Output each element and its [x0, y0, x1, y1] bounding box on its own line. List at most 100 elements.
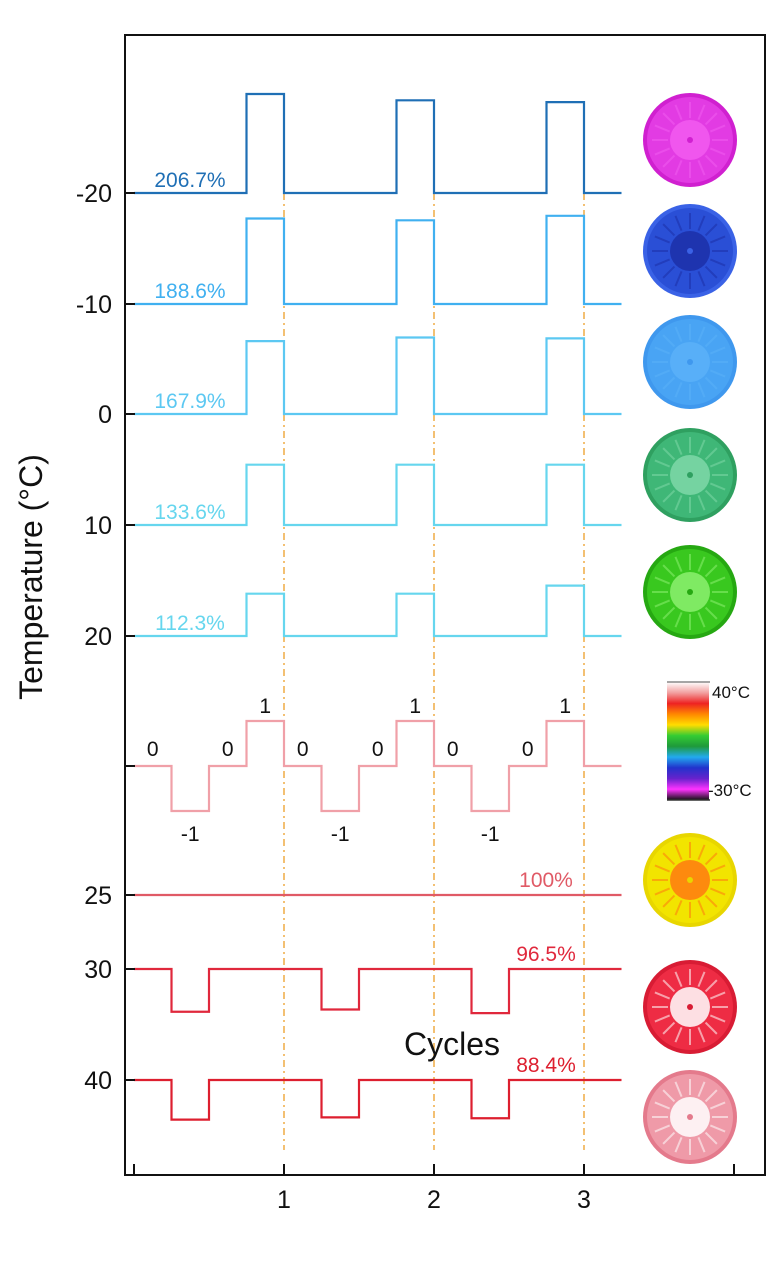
disc-channel	[697, 439, 706, 456]
state-label: 1	[409, 695, 421, 718]
disc-channel	[662, 376, 676, 390]
x-tick-label: 3	[577, 1186, 591, 1214]
disc-channel	[709, 599, 726, 608]
disc-core	[687, 589, 693, 595]
sample-disc-image	[643, 93, 737, 187]
temperature-colorbar: 40°C -30°C	[667, 681, 752, 801]
disc-channel	[662, 265, 676, 279]
disc-channel	[654, 887, 671, 896]
disc-channel	[704, 606, 718, 620]
y-tick-label: -20	[76, 180, 112, 208]
disc-channel	[709, 864, 726, 873]
disc-channel	[674, 270, 683, 287]
disc-core	[687, 1004, 693, 1010]
disc-core	[687, 877, 693, 883]
disc-channel	[704, 154, 718, 168]
disc-channel	[704, 852, 718, 866]
disc-channel	[709, 124, 726, 133]
disc-channel	[709, 887, 726, 896]
disc-channel	[662, 489, 676, 503]
disc-channel	[697, 556, 706, 573]
disc-channel	[704, 979, 718, 993]
disc-channel	[662, 447, 676, 461]
series-annotation: 112.3%	[155, 612, 225, 635]
sample-disc-image	[643, 960, 737, 1054]
state-label: 0	[522, 738, 534, 761]
disc-channel	[697, 971, 706, 988]
disc-channel	[697, 1136, 706, 1153]
state-label: 0	[222, 738, 234, 761]
disc-channel	[654, 864, 671, 873]
disc-channel	[674, 494, 683, 511]
disc-channel	[709, 576, 726, 585]
disc-channel	[674, 1136, 683, 1153]
x-axis-label: Cycles	[404, 1026, 500, 1062]
disc-channel	[709, 1124, 726, 1133]
disc-channel	[709, 369, 726, 378]
disc-channel	[654, 482, 671, 491]
disc-core	[687, 1114, 693, 1120]
sample-disc-image	[643, 428, 737, 522]
disc-channel	[654, 147, 671, 156]
disc-channel	[662, 564, 676, 578]
disc-channel	[662, 154, 676, 168]
disc-channel	[697, 381, 706, 398]
plot-frame	[124, 34, 766, 1176]
disc-channel	[704, 489, 718, 503]
y-tick-label: 20	[84, 623, 112, 651]
state-label: 0	[297, 738, 309, 761]
disc-channel	[674, 971, 683, 988]
series-annotation: 133.6%	[154, 501, 225, 524]
disc-channel	[709, 459, 726, 468]
state-label: 1	[559, 695, 571, 718]
disc-channel	[662, 1131, 676, 1145]
disc-channel	[674, 104, 683, 121]
disc-channel	[697, 159, 706, 176]
disc-channel	[704, 334, 718, 348]
y-axis: -20 -10 0 10 20 25 30 40	[76, 180, 135, 1095]
disc-channel	[704, 1021, 718, 1035]
disc-channel	[704, 376, 718, 390]
disc-channel	[697, 494, 706, 511]
disc-core	[687, 359, 693, 365]
disc-channel	[709, 482, 726, 491]
disc-channel	[662, 1089, 676, 1103]
y-tick-label: -10	[76, 291, 112, 319]
disc-channel	[654, 124, 671, 133]
disc-channel	[697, 844, 706, 861]
disc-channel	[697, 611, 706, 628]
disc-channel	[697, 899, 706, 916]
y-tick-label: 25	[84, 882, 112, 910]
disc-channel	[662, 894, 676, 908]
disc-channel	[654, 459, 671, 468]
state-label: 0	[147, 738, 159, 761]
disc-channel	[697, 270, 706, 287]
series-line	[134, 92, 622, 195]
x-tick-label: 1	[277, 1186, 291, 1214]
series-line	[134, 214, 622, 306]
disc-channel	[662, 606, 676, 620]
disc-channel	[709, 991, 726, 1000]
disc-channel	[654, 369, 671, 378]
disc-channel	[704, 564, 718, 578]
y-tick-label: 30	[84, 956, 112, 984]
state-label: -1	[331, 823, 350, 846]
x-tick-label: 2	[427, 1186, 441, 1214]
series-annotation: 96.5%	[516, 943, 576, 966]
disc-channel	[674, 215, 683, 232]
series-line	[134, 967, 622, 1015]
disc-channel	[709, 147, 726, 156]
disc-channel	[662, 112, 676, 126]
disc-channel	[674, 1026, 683, 1043]
disc-channel	[654, 1124, 671, 1133]
disc-channel	[697, 326, 706, 343]
y-tick-label: 10	[84, 512, 112, 540]
disc-core	[687, 472, 693, 478]
disc-channel	[697, 1026, 706, 1043]
disc-channel	[704, 1131, 718, 1145]
sample-disc-image	[643, 1070, 737, 1164]
disc-channel	[662, 852, 676, 866]
series-annotation: 206.7%	[154, 169, 225, 192]
disc-channel	[662, 979, 676, 993]
